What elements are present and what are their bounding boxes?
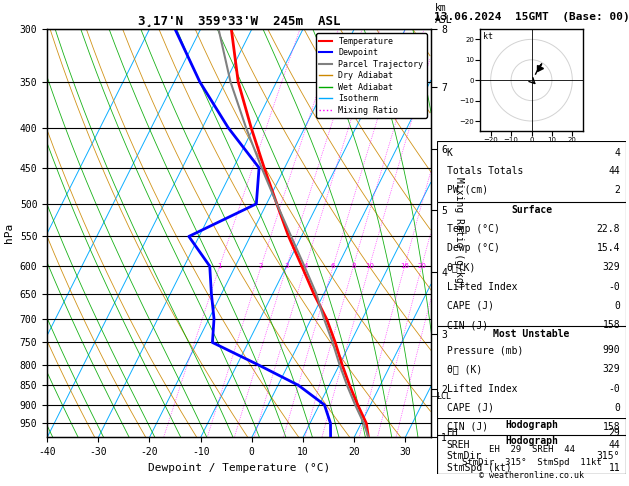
Text: -0: -0	[608, 281, 620, 292]
Text: CIN (J): CIN (J)	[447, 320, 487, 330]
Text: 2: 2	[615, 185, 620, 195]
Text: Hodograph: Hodograph	[505, 436, 558, 446]
Text: SREH: SREH	[447, 440, 470, 450]
Text: Totals Totals: Totals Totals	[447, 166, 523, 176]
Legend: Temperature, Dewpoint, Parcel Trajectory, Dry Adiabat, Wet Adiabat, Isotherm, Mi: Temperature, Dewpoint, Parcel Trajectory…	[316, 34, 426, 118]
Text: 11: 11	[608, 463, 620, 473]
Text: -0: -0	[608, 383, 620, 394]
Text: 3: 3	[284, 263, 289, 269]
Text: θᴇ(K): θᴇ(K)	[447, 262, 476, 273]
Text: Hodograph: Hodograph	[505, 419, 558, 430]
Y-axis label: hPa: hPa	[4, 223, 14, 243]
Text: 2: 2	[259, 263, 264, 269]
Text: 16: 16	[400, 263, 409, 269]
Text: PW (cm): PW (cm)	[447, 185, 487, 195]
Text: Temp (°C): Temp (°C)	[447, 224, 499, 234]
Text: EH: EH	[447, 428, 459, 438]
Text: StmDir  315°  StmSpd  11kt: StmDir 315° StmSpd 11kt	[462, 458, 601, 468]
Y-axis label: Mixing Ratio (g/kg): Mixing Ratio (g/kg)	[454, 177, 464, 289]
Text: 20: 20	[417, 263, 426, 269]
Text: 1: 1	[218, 263, 222, 269]
Text: StmDir: StmDir	[447, 451, 482, 462]
Text: CAPE (J): CAPE (J)	[447, 403, 494, 413]
Text: Lifted Index: Lifted Index	[447, 383, 517, 394]
Text: 10: 10	[365, 263, 374, 269]
Text: CIN (J): CIN (J)	[447, 422, 487, 432]
Text: Pressure (mb): Pressure (mb)	[447, 345, 523, 355]
Text: 158: 158	[603, 422, 620, 432]
Text: 22.8: 22.8	[597, 224, 620, 234]
Text: 158: 158	[603, 320, 620, 330]
Text: 4: 4	[303, 263, 308, 269]
Text: StmSpd (kt): StmSpd (kt)	[447, 463, 511, 473]
Text: LCL: LCL	[437, 392, 452, 401]
Text: 329: 329	[603, 262, 620, 273]
Text: 6: 6	[331, 263, 335, 269]
Text: Lifted Index: Lifted Index	[447, 281, 517, 292]
Text: 329: 329	[603, 364, 620, 374]
Text: Surface: Surface	[511, 206, 552, 215]
Text: km
ASL: km ASL	[435, 3, 452, 25]
Text: 8: 8	[351, 263, 355, 269]
Text: 315°: 315°	[597, 451, 620, 462]
Text: 44: 44	[608, 440, 620, 450]
Text: EH  29  SREH  44: EH 29 SREH 44	[489, 445, 574, 454]
Text: Dewp (°C): Dewp (°C)	[447, 243, 499, 253]
Text: θᴇ (K): θᴇ (K)	[447, 364, 482, 374]
Text: 13.06.2024  15GMT  (Base: 00): 13.06.2024 15GMT (Base: 00)	[433, 12, 629, 22]
Text: CAPE (J): CAPE (J)	[447, 301, 494, 311]
Text: Most Unstable: Most Unstable	[493, 329, 570, 339]
Text: 0: 0	[615, 403, 620, 413]
Text: 0: 0	[615, 301, 620, 311]
X-axis label: Dewpoint / Temperature (°C): Dewpoint / Temperature (°C)	[148, 463, 330, 473]
Text: K: K	[447, 148, 452, 158]
Text: © weatheronline.co.uk: © weatheronline.co.uk	[479, 471, 584, 480]
Title: 3¸17'N  359°33'W  245m  ASL: 3¸17'N 359°33'W 245m ASL	[138, 15, 340, 28]
Text: 44: 44	[608, 166, 620, 176]
Text: 990: 990	[603, 345, 620, 355]
Text: 15.4: 15.4	[597, 243, 620, 253]
Text: kt: kt	[482, 32, 493, 41]
Text: 29: 29	[608, 428, 620, 438]
Text: 4: 4	[615, 148, 620, 158]
